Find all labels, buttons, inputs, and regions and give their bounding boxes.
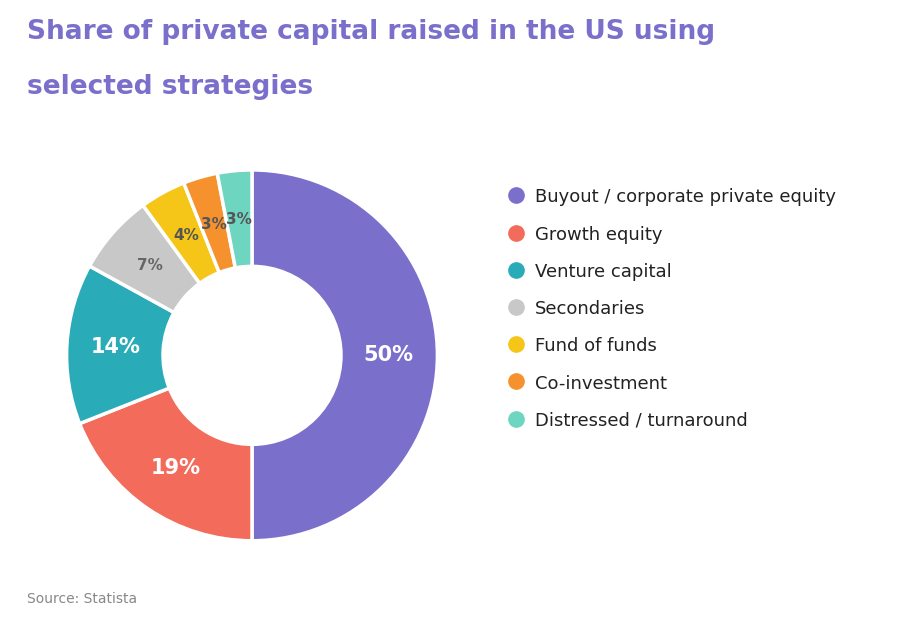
- Wedge shape: [79, 388, 252, 541]
- Text: 7%: 7%: [137, 258, 163, 273]
- Text: 3%: 3%: [201, 217, 227, 232]
- Wedge shape: [67, 266, 174, 423]
- Text: Source: Statista: Source: Statista: [27, 591, 137, 606]
- Wedge shape: [217, 170, 252, 268]
- Text: 14%: 14%: [91, 337, 141, 357]
- Text: selected strategies: selected strategies: [27, 74, 313, 100]
- Text: 3%: 3%: [226, 212, 252, 227]
- Legend: Buyout / corporate private equity, Growth equity, Venture capital, Secondaries, : Buyout / corporate private equity, Growt…: [504, 181, 843, 437]
- Wedge shape: [143, 183, 220, 284]
- Text: 4%: 4%: [174, 229, 199, 243]
- Wedge shape: [184, 173, 235, 273]
- Text: 19%: 19%: [150, 458, 201, 478]
- Text: 50%: 50%: [364, 345, 413, 365]
- Wedge shape: [89, 205, 200, 313]
- Wedge shape: [252, 170, 437, 541]
- Text: Share of private capital raised in the US using: Share of private capital raised in the U…: [27, 19, 716, 44]
